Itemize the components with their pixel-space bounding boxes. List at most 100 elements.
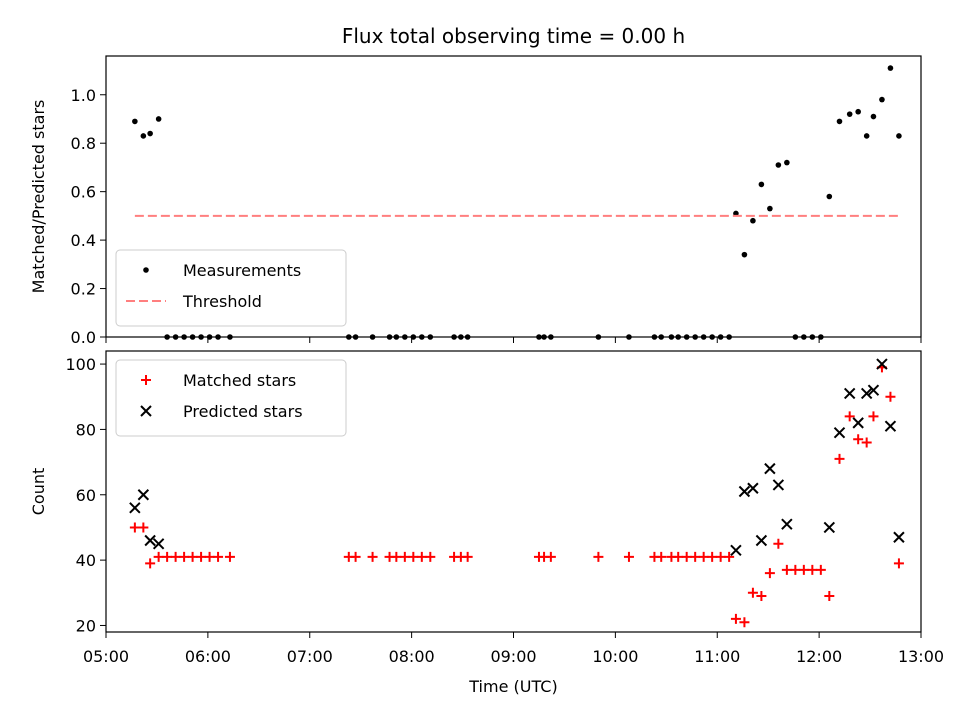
x-tick-label: 09:00	[490, 647, 536, 666]
x-tick-label: 05:00	[83, 647, 129, 666]
data-point	[833, 426, 846, 439]
legend-label: Threshold	[182, 292, 262, 311]
legend-marker-dot	[143, 267, 149, 273]
legend-box	[115, 359, 347, 437]
y-tick-label: 1.0	[71, 86, 96, 105]
data-point	[416, 551, 427, 562]
data-point	[867, 384, 880, 396]
y-tick-label: 0.0	[71, 328, 96, 347]
data-point	[798, 564, 809, 575]
plot-frame	[105, 350, 922, 633]
x-tick-label: 12:00	[796, 647, 842, 666]
data-point	[750, 217, 756, 224]
data-point	[623, 551, 634, 562]
data-point	[756, 591, 767, 602]
data-point	[138, 522, 149, 533]
data-point	[868, 411, 879, 422]
data-point	[893, 558, 904, 569]
series-predicted-stars	[129, 358, 905, 557]
data-point	[144, 534, 156, 547]
y-tick-label: 40	[76, 551, 96, 570]
data-point	[870, 113, 877, 120]
data-point	[724, 551, 735, 562]
data-point	[781, 518, 793, 530]
data-point	[408, 551, 419, 562]
data-point	[823, 521, 836, 534]
data-point	[425, 551, 436, 562]
data-point	[876, 358, 888, 370]
data-point	[790, 564, 801, 575]
data-point	[884, 420, 897, 432]
legend-box	[115, 249, 347, 327]
data-point	[730, 613, 741, 624]
data-point	[162, 551, 173, 562]
y-tick-label: 60	[76, 486, 96, 505]
data-point	[129, 522, 140, 533]
x-tick-label: 06:00	[185, 647, 231, 666]
y-tick-label: 0.8	[71, 134, 96, 153]
data-point	[145, 558, 156, 569]
data-point	[367, 551, 378, 562]
data-point	[147, 130, 153, 137]
data-point	[350, 551, 361, 562]
x-tick-label: 07:00	[287, 647, 333, 666]
data-point	[179, 551, 190, 562]
data-point	[755, 534, 768, 547]
x-tick-label: 11:00	[694, 647, 740, 666]
data-point	[807, 564, 818, 575]
data-point	[715, 551, 726, 562]
data-point	[824, 591, 835, 602]
data-point	[834, 453, 845, 464]
top-panel: Flux total observing time = 0.00 h Matche…	[29, 24, 922, 347]
data-point	[673, 551, 684, 562]
plot-frame	[105, 55, 922, 338]
data-point	[767, 205, 773, 212]
data-point	[152, 538, 165, 550]
data-point	[593, 551, 604, 562]
data-point	[846, 111, 853, 117]
y-tick-label: 0.6	[71, 183, 96, 202]
data-point	[739, 617, 750, 628]
data-point	[399, 551, 410, 562]
data-point	[140, 133, 147, 139]
data-point	[773, 538, 784, 549]
y-tick-label: 80	[76, 420, 96, 439]
data-point	[772, 479, 785, 491]
data-point	[784, 159, 790, 166]
data-point	[391, 551, 402, 562]
y-axis-label: Matched/Predicted stars	[29, 100, 48, 294]
data-point	[853, 434, 864, 445]
data-point	[781, 564, 792, 575]
y-tick-label: 100	[65, 355, 96, 374]
data-point	[764, 568, 775, 579]
data-point	[815, 564, 826, 575]
data-point	[764, 462, 776, 475]
data-point	[775, 162, 782, 168]
data-point	[170, 551, 181, 562]
data-point	[656, 551, 667, 562]
data-point	[885, 391, 896, 402]
data-point	[855, 108, 861, 115]
x-tick-label: 10:00	[592, 647, 638, 666]
data-point	[844, 411, 855, 422]
data-point	[698, 551, 709, 562]
legend: Measurements Threshold	[115, 249, 347, 327]
data-point	[545, 551, 556, 562]
legend-label: Matched stars	[183, 371, 296, 390]
data-point	[741, 251, 748, 258]
x-tick-label: 08:00	[389, 647, 435, 666]
data-point	[863, 133, 870, 139]
y-tick-label: 0.4	[71, 231, 96, 250]
data-point	[887, 65, 894, 71]
data-point	[129, 502, 141, 514]
series-matched-stars	[129, 362, 904, 628]
chart-title: Flux total observing time = 0.00 h	[342, 24, 685, 48]
bottom-panel: Count Time (UTC) 20 40 60 80 100 05:00 06:00 07:0…	[29, 350, 944, 696]
data-point	[836, 118, 843, 125]
data-point	[861, 437, 872, 448]
data-point	[843, 387, 856, 400]
legend-marker-plus	[141, 375, 151, 385]
data-point	[893, 531, 905, 543]
data-point	[153, 551, 164, 562]
